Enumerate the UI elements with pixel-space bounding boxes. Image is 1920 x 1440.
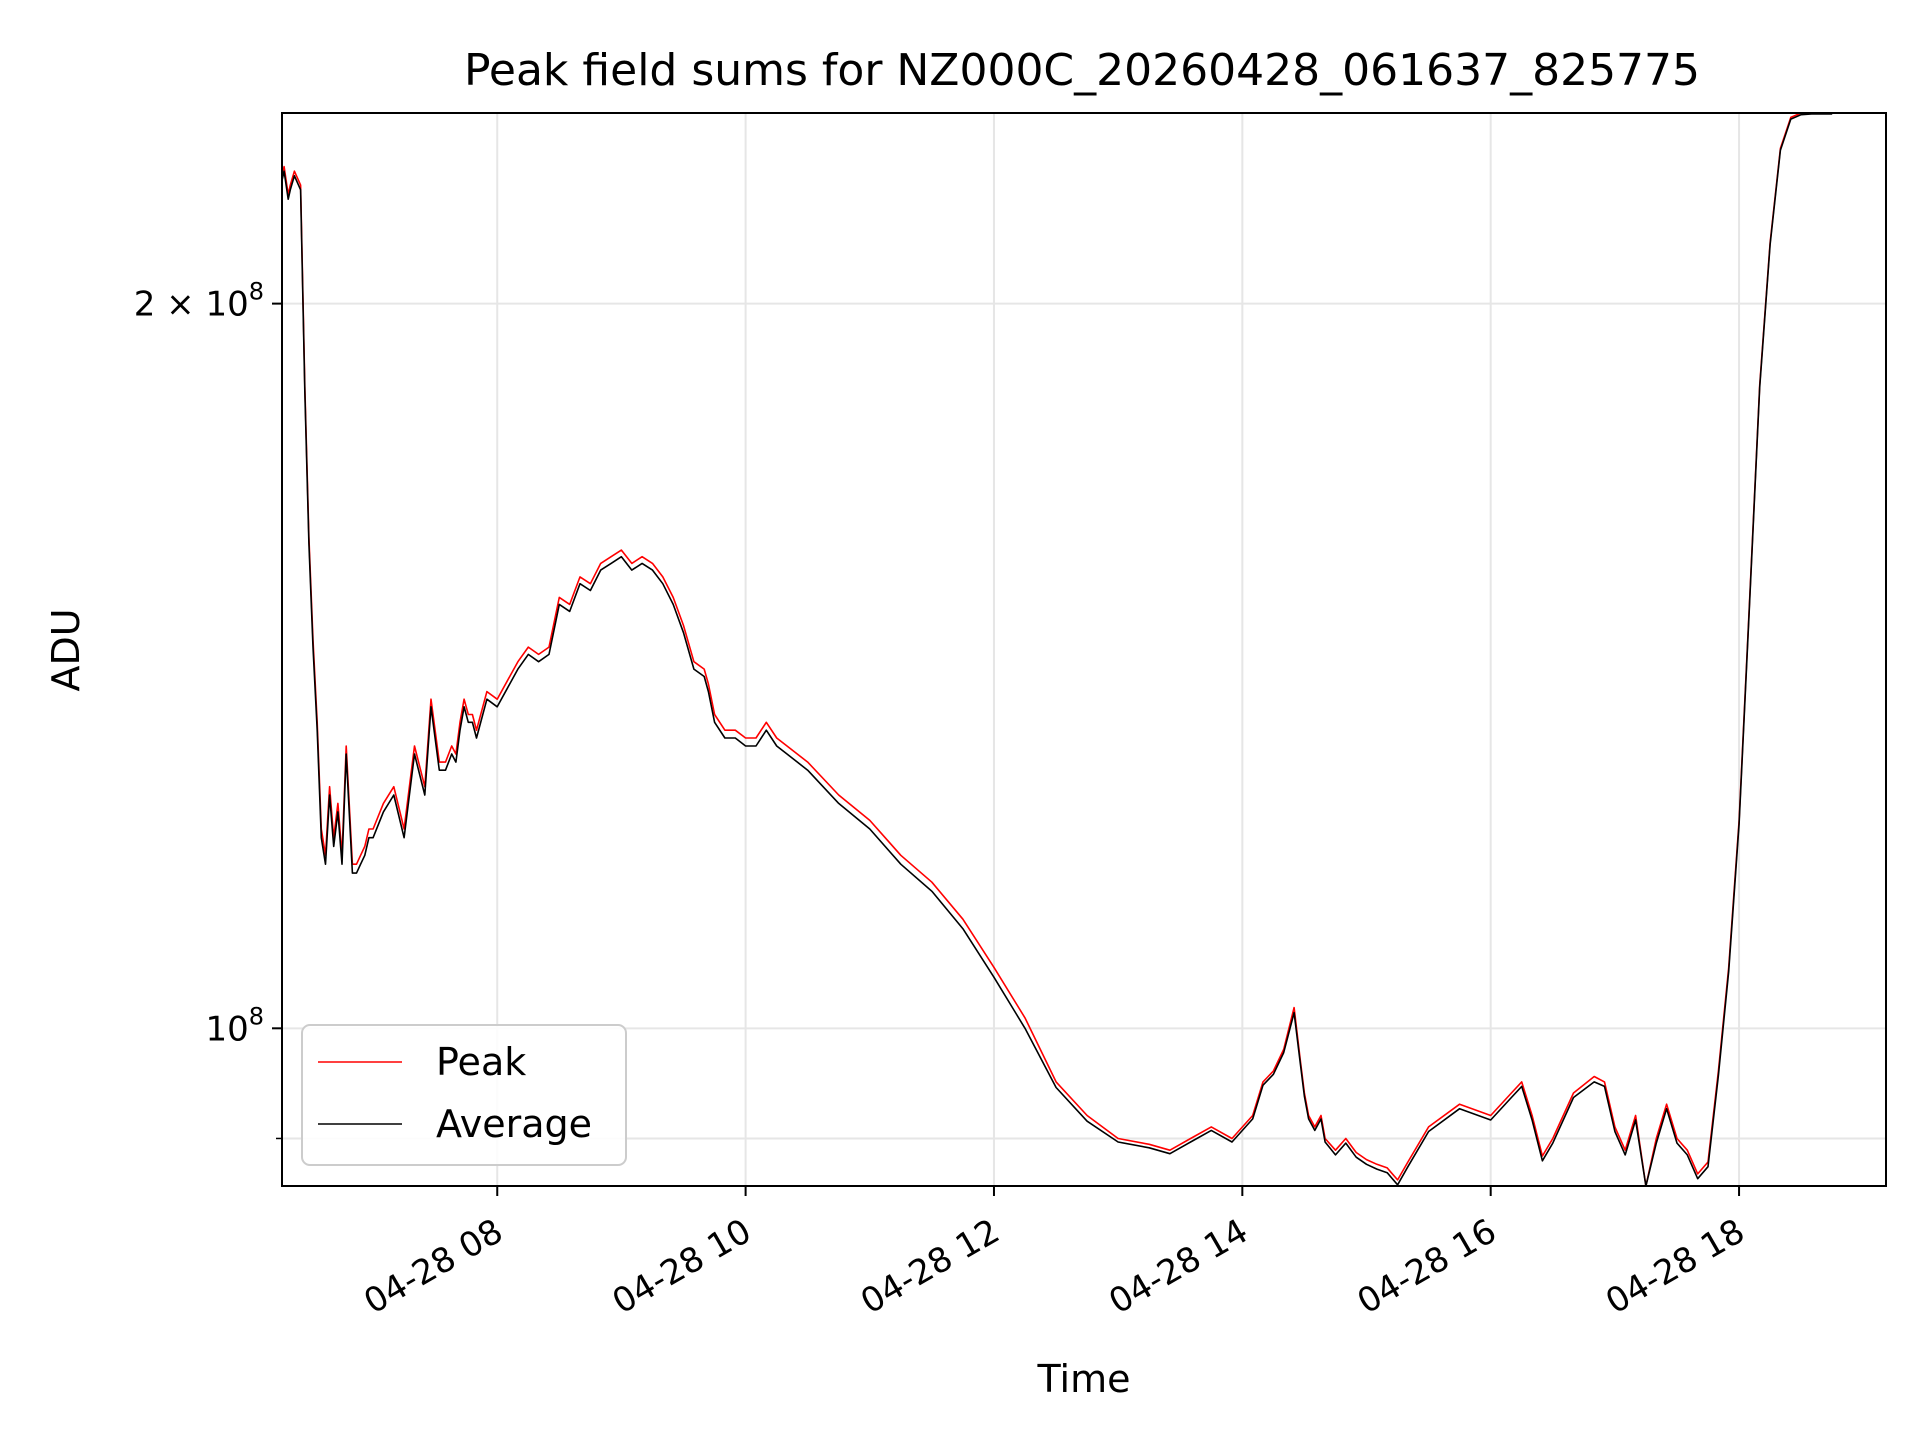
y-axis-label: ADU [44,608,88,691]
legend-label-peak: Peak [436,1040,526,1084]
y-tick-mantissa: 10 [205,1009,248,1049]
x-axis-label: Time [1037,1357,1131,1401]
chart-title: Peak field sums for NZ000C_20260428_0616… [464,45,1700,96]
series-line-average [281,113,1833,1187]
y-tick-exponent: 8 [249,1002,264,1030]
y-tick-label: 2 × 108 [134,278,264,325]
series-line-peak [281,112,1833,1187]
legend-label-average: Average [436,1102,592,1146]
legend-box [301,1024,627,1166]
plot-frame [281,112,1887,1187]
y-tick-exponent: 8 [249,278,264,306]
legend: Peak Average [301,1024,627,1166]
series-layer [281,112,1833,1187]
y-tick-label: 108 [205,1002,264,1049]
y-tick-mantissa: 2 × 10 [134,285,249,325]
